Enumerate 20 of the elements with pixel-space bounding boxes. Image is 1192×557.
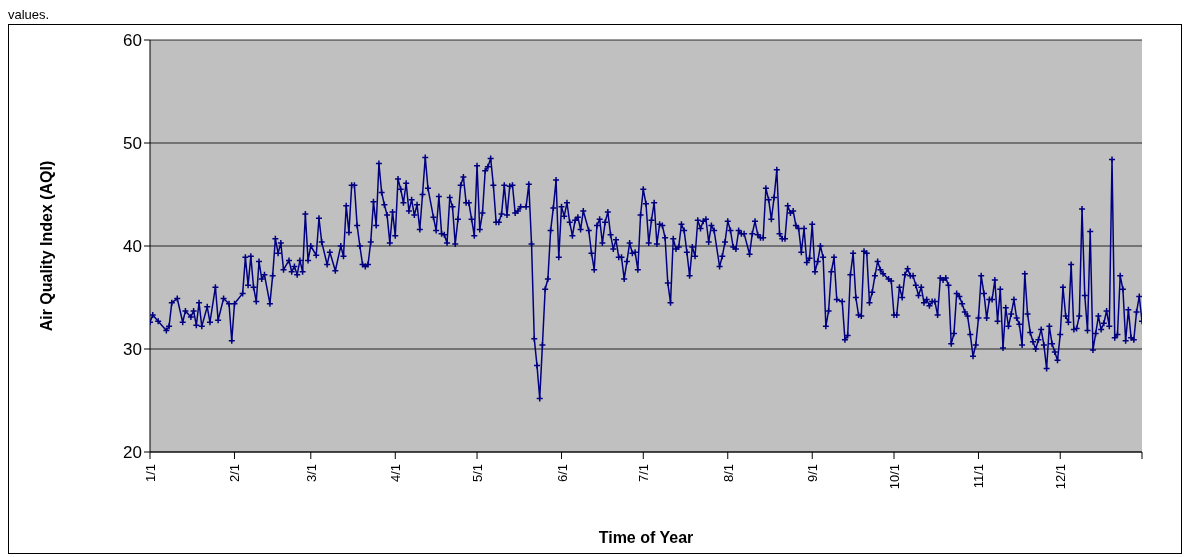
x-tick-label: 5/1 [470,464,486,483]
text: values. [8,7,51,24]
x-tick-label: 7/1 [636,464,652,483]
x-tick-label: 3/1 [303,464,319,483]
x-tick-label: 11/1 [971,464,987,489]
y-tick-label: 30 [123,340,142,360]
x-tick-label: 9/1 [805,464,821,483]
y-tick-label: 40 [123,237,142,257]
x-tick-label: 10/1 [887,464,902,490]
x-tick-label: 6/1 [554,464,570,483]
y-axis-title: Air Quality Index (AQI) [37,160,55,332]
y-tick-label: 60 [123,31,142,51]
x-axis-title: Time of Year [598,529,694,546]
x-tick-label: 4/1 [388,464,404,483]
y-tick-label: 20 [123,443,142,463]
x-tick-label: 2/1 [227,464,243,483]
x-tick-label: 8/1 [720,464,736,483]
x-tick-label: 12/1 [1053,464,1069,490]
y-tick-label: 50 [123,134,142,154]
x-tick-label: 1/1 [143,464,158,483]
